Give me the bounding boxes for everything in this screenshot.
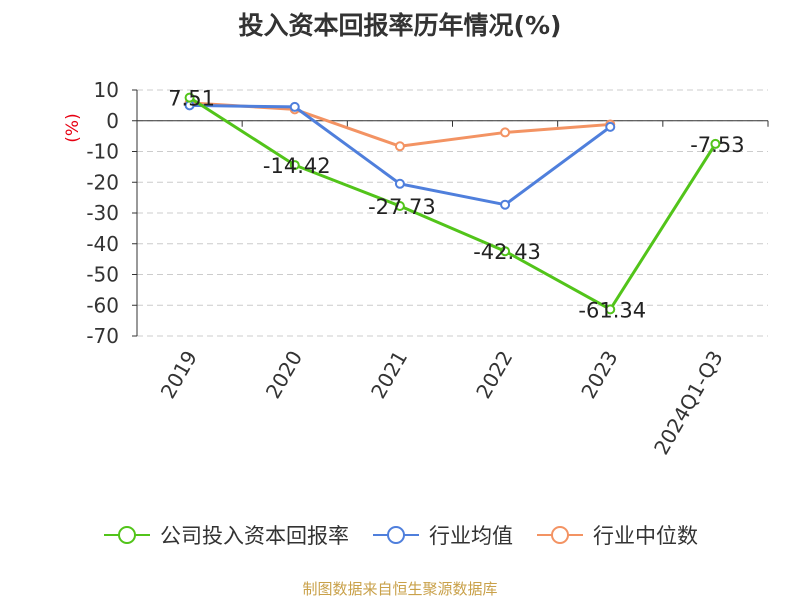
x-tick-label: 2019 [156,347,202,403]
data-label: -42.43 [473,240,541,264]
data-point [394,201,405,212]
series-line [188,96,717,312]
legend-marker-company [104,526,150,544]
legend-marker-industry-avg [373,526,419,544]
data-point [500,246,511,257]
data-point [605,121,616,132]
legend-marker-industry-median [537,526,583,544]
legend-item-industry-avg[interactable]: 行业均值 [371,520,513,550]
data-label: -27.73 [368,195,436,219]
x-tick-label: 2024Q1-Q3 [649,347,728,459]
data-label: 7.51 [168,87,215,111]
legend-label-company: 公司投入资本回报率 [160,524,349,548]
data-point [500,127,511,138]
data-point [710,138,721,149]
legend-label-industry-avg: 行业均值 [429,524,513,548]
data-point [500,199,511,210]
legend-item-company[interactable]: 公司投入资本回报率 [102,520,349,550]
legend-label-industry-median: 行业中位数 [593,524,698,548]
data-point [394,141,405,152]
data-label: -61.34 [578,298,646,322]
data-point [289,101,300,112]
legend-item-industry-median[interactable]: 行业中位数 [535,520,698,550]
data-label: -7.53 [690,133,744,157]
y-tick-label: -30 [86,201,119,225]
data-point [605,304,616,315]
chart-title: 投入资本回报率历年情况(%) [238,11,562,40]
x-tick-label: 2022 [471,347,517,403]
x-tick-label: 2023 [576,347,622,403]
x-tick-label: 2020 [261,347,307,403]
y-tick-label: -40 [86,232,119,256]
y-tick-label: -50 [86,263,119,287]
data-label: -14.42 [263,154,331,178]
y-axis-label: (%) [63,113,83,142]
y-tick-label: -60 [86,293,119,317]
x-tick-label: 2021 [366,347,412,403]
y-tick-label: -70 [86,324,119,348]
y-tick-label: -20 [86,170,119,194]
y-tick-label: -10 [86,140,119,164]
data-point [289,160,300,171]
data-source-note: 制图数据来自恒生聚源数据库 [302,580,498,598]
data-point [184,92,195,103]
chart-legend: 公司投入资本回报率 行业均值 行业中位数 [0,520,800,550]
y-tick-label: 0 [106,109,119,133]
y-tick-label: 10 [94,78,119,102]
data-point [394,178,405,189]
